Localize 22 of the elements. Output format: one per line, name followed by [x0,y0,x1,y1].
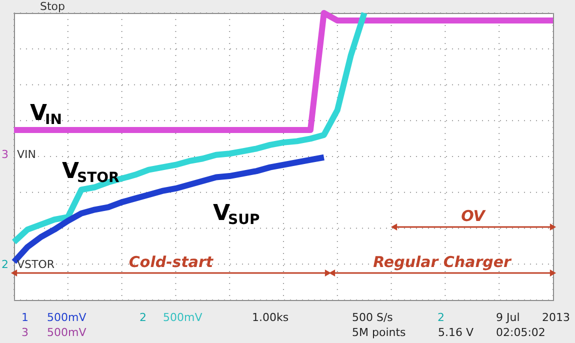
text: 2013 [542,311,570,324]
text: 3 [22,326,28,339]
text: Stop [40,0,66,13]
text: 500mV [163,311,203,324]
text: 2 [438,311,444,324]
annotation: VIN [17,148,36,161]
text: 5M points [352,326,406,339]
text: 500mV [47,311,87,324]
text: 2 [140,311,146,324]
annotation: Cold-start [128,253,214,271]
annotation: OV [461,207,486,225]
text: 500mV [47,326,87,339]
text: 500 S/s [352,311,394,324]
text: 1 [22,311,28,324]
annotation: VSTOR [17,258,55,271]
text: 02:05:02 [496,326,546,339]
text: 1.00ks [252,311,289,324]
text: 3 [2,148,8,161]
text: 2 [2,258,8,271]
text: 5.16 V [438,326,474,339]
text: 9 Jul [496,311,520,324]
annotation: Regular Charger [373,253,512,271]
